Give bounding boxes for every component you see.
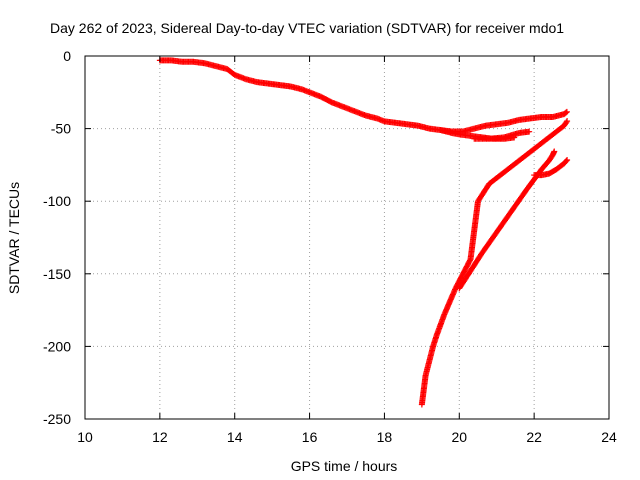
x-tick-label: 10 (77, 429, 93, 445)
x-axis-label: GPS time / hours (291, 458, 398, 474)
x-tick-label: 12 (152, 429, 168, 445)
data-point (551, 148, 558, 155)
data-point (563, 119, 570, 126)
y-tick-labels: 0 -50 -100 -150 -200 -250 (43, 48, 71, 427)
x-tick-labels: 10 12 14 16 18 20 22 24 (77, 429, 617, 445)
chart-title: Day 262 of 2023, Sidereal Day-to-day VTE… (50, 20, 564, 36)
y-tick-label: -250 (43, 411, 71, 427)
data-point (564, 156, 571, 163)
axis-ticks (84, 55, 610, 420)
plot-frame (84, 55, 610, 420)
x-tick-label: 18 (377, 429, 393, 445)
y-tick-label: -200 (43, 338, 71, 354)
x-tick-label: 14 (227, 429, 243, 445)
y-tick-label: -150 (43, 266, 71, 282)
data-point (564, 118, 571, 125)
x-tick-label: 16 (302, 429, 318, 445)
y-tick-label: -50 (51, 121, 71, 137)
data-point (526, 128, 533, 135)
data-point (562, 109, 569, 116)
data-point (563, 157, 570, 164)
data-points (156, 57, 571, 408)
x-tick-label: 20 (451, 429, 467, 445)
y-tick-label: 0 (63, 48, 71, 64)
data-point (563, 108, 570, 115)
x-tick-label: 22 (526, 429, 542, 445)
y-tick-label: -100 (43, 193, 71, 209)
y-axis-label: SDTVAR / TECUs (6, 182, 22, 294)
x-tick-label: 24 (601, 429, 617, 445)
